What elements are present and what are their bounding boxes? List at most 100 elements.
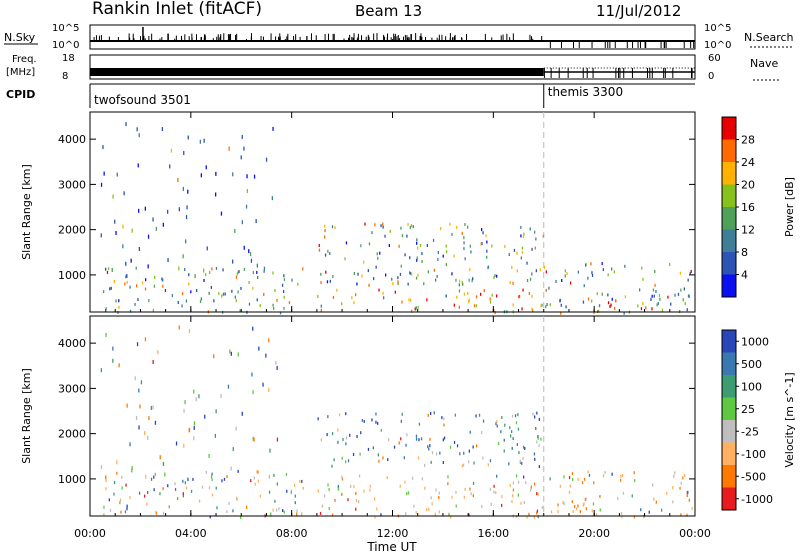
range-cell [512,494,514,498]
range-cell [404,480,406,484]
range-cell [550,510,553,514]
range-cell [125,483,127,487]
range-cell [448,512,450,516]
range-cell [228,501,230,505]
range-cell [420,437,423,441]
range-cell [611,472,613,476]
range-cell [541,505,544,509]
range-cell [326,433,328,437]
range-cell [183,443,185,448]
range-cell [337,428,339,432]
range-cell [148,416,150,421]
nsky-trace [90,27,695,48]
range-cell [526,279,529,282]
range-cell [530,485,532,489]
range-cell [226,510,228,514]
range-cell [521,246,524,250]
range-cell [203,279,205,282]
range-cell [510,434,512,438]
range-cell [494,274,496,278]
panel-frame [89,111,696,313]
range-cell [294,494,296,498]
range-cell [248,281,250,284]
range-cell [559,298,561,302]
range-cell [169,164,171,169]
range-cell [532,412,534,416]
range-cell [120,510,122,514]
range-cell [124,510,127,514]
range-cell [561,279,563,282]
range-cell [517,413,519,417]
range-cell [249,252,252,257]
range-cell [228,146,230,151]
range-cell [409,271,411,275]
y-tick-label: 1000 [58,269,86,282]
range-cell [368,242,371,246]
range-cell [318,244,320,247]
range-cell [461,231,463,235]
range-cell [610,303,612,307]
range-cell [147,491,149,494]
range-cell [375,412,377,416]
range-cell [384,234,386,238]
range-cell [148,299,150,303]
range-cell [432,238,435,242]
range-cell [147,436,149,440]
range-cell [426,244,428,247]
range-cell [585,497,587,501]
range-cell [468,449,470,453]
range-cell [203,268,205,273]
range-cell [183,408,185,413]
range-cell [564,269,566,273]
range-cell [667,295,669,299]
range-cell [614,306,616,310]
range-cell [257,479,260,483]
range-cell [345,436,348,440]
range-cell [105,309,107,312]
range-cell [407,282,409,286]
range-cell [380,428,382,432]
range-cell [188,282,190,286]
range-cell [184,268,186,271]
range-cell [211,472,213,476]
range-cell [363,260,365,264]
range-cell [378,459,380,463]
range-cell [536,492,538,496]
range-cell [243,267,246,271]
range-cell [162,487,164,491]
range-cell [251,372,253,377]
range-cell [215,266,218,270]
range-cell [449,222,451,226]
range-cell [509,426,511,430]
range-cell [360,244,362,248]
range-cell [103,290,105,294]
range-cell [475,295,478,299]
range-cell [279,311,282,315]
range-cell [583,284,585,288]
colorbar-tick-label: 28 [741,134,755,147]
range-cell [382,456,384,460]
range-cell [481,431,483,435]
range-cell [283,290,285,294]
colorbar-tick-label: 1000 [741,335,769,348]
range-cell [205,273,207,277]
range-cell [268,474,270,479]
range-cell [445,263,447,267]
range-cell [532,309,534,313]
range-cell [577,477,579,481]
range-cell [645,306,647,310]
range-cell [137,163,139,168]
range-cell [486,249,488,253]
range-cell [105,333,107,337]
range-cell [398,244,400,248]
range-cell [185,239,187,244]
range-cell [221,294,223,298]
range-cell [236,497,238,501]
range-cell [232,509,234,513]
range-cell [237,270,239,274]
range-cell [385,273,387,277]
colorbar-tick-label: 20 [741,179,755,192]
range-cell [345,442,347,446]
colorbar-tick-label: 16 [741,201,755,214]
range-cell [246,189,248,193]
